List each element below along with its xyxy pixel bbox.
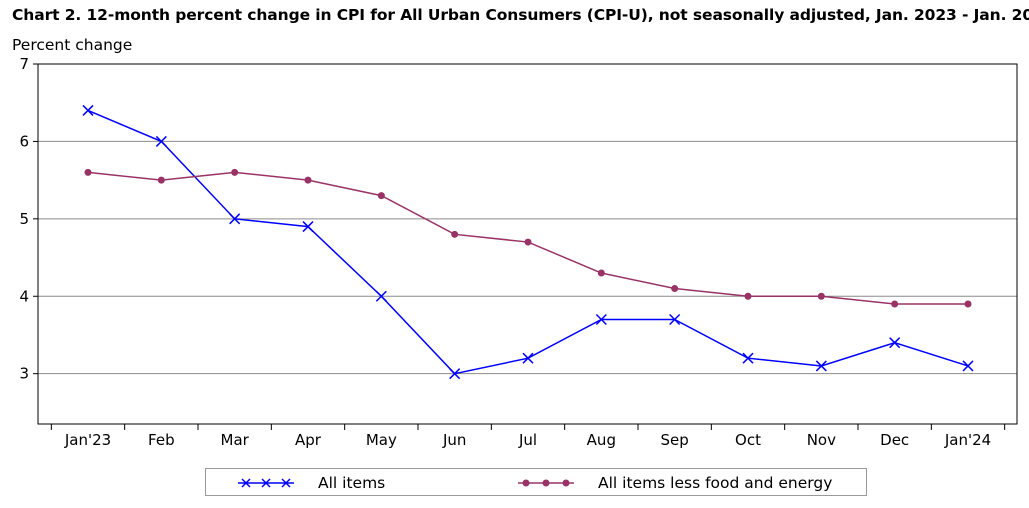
x-tick-label: Feb: [148, 431, 175, 449]
data-point-x-marker: [962, 360, 974, 372]
x-tick-label: Sep: [661, 431, 689, 449]
data-point-x-marker: [229, 213, 241, 225]
series-line-1: [87, 171, 968, 305]
y-tick-label: 4: [19, 287, 29, 305]
data-point-circle-marker: [597, 269, 605, 277]
data-point-x-marker: [595, 313, 607, 326]
x-tick-label: Mar: [221, 431, 250, 449]
data-point-x-marker: [449, 368, 461, 380]
x-tick-label: Jul: [518, 431, 537, 449]
y-tick-label: 7: [19, 55, 29, 73]
data-point-circle-marker: [744, 292, 752, 300]
x-tick-label: Jan'24: [944, 431, 991, 449]
data-point-circle-marker: [891, 300, 899, 308]
y-axis-label: Percent change: [12, 36, 133, 54]
x-tick-label: Jun: [442, 431, 466, 449]
x-tick-label: Jan'23: [64, 431, 111, 449]
x-tick-label: May: [366, 431, 397, 449]
series-lines: [82, 104, 974, 380]
data-point-circle-marker: [524, 238, 532, 246]
legend-item-all-items: All items: [236, 473, 385, 493]
data-point-circle-marker: [231, 168, 239, 176]
data-point-circle-marker: [964, 300, 972, 308]
x-tick-label: Oct: [735, 431, 761, 449]
y-tick-label: 3: [19, 365, 29, 383]
legend: All items All items less food and energy: [205, 468, 867, 496]
data-point-x-marker: [375, 290, 387, 302]
data-point-circle-marker: [817, 292, 825, 300]
data-point-x-marker: [155, 135, 167, 147]
x-tick-label: Aug: [587, 431, 616, 449]
data-point-circle-marker: [377, 192, 385, 200]
x-tick-label: Nov: [807, 431, 836, 449]
legend-label-core: All items less food and energy: [598, 474, 833, 492]
data-point-x-marker: [522, 352, 534, 364]
legend-swatch-x-marker: [238, 478, 294, 488]
data-point-x-marker: [82, 104, 94, 116]
x-tick-label: Dec: [880, 431, 909, 449]
data-point-x-marker: [815, 360, 827, 372]
legend-item-core: All items less food and energy: [516, 473, 832, 493]
tick-labels: 3 4 5 6 7 Jan'23 Feb Mar Apr May Jun Jul Aug Sep Oct No…: [19, 55, 991, 449]
plot-area-border: [37, 63, 1018, 425]
data-point-circle-marker: [671, 285, 679, 293]
legend-label-all-items: All items: [318, 474, 386, 492]
x-tick-label: Apr: [295, 431, 322, 449]
y-tick-label: 5: [19, 210, 29, 228]
chart-title: Chart 2. 12-month percent change in CPI …: [12, 6, 1029, 24]
data-point-circle-marker: [84, 168, 92, 176]
data-point-x-marker: [669, 313, 681, 326]
data-point-x-marker: [889, 337, 901, 349]
data-point-x-marker: [302, 221, 314, 233]
gridlines: [38, 140, 1017, 375]
data-point-circle-marker: [451, 230, 459, 238]
data-point-circle-marker: [157, 176, 165, 184]
y-tick-label: 6: [19, 132, 29, 150]
data-point-circle-marker: [304, 176, 312, 184]
data-point-x-marker: [742, 352, 754, 364]
legend-swatch-circle-marker: [518, 479, 574, 487]
axes: [33, 63, 1018, 430]
